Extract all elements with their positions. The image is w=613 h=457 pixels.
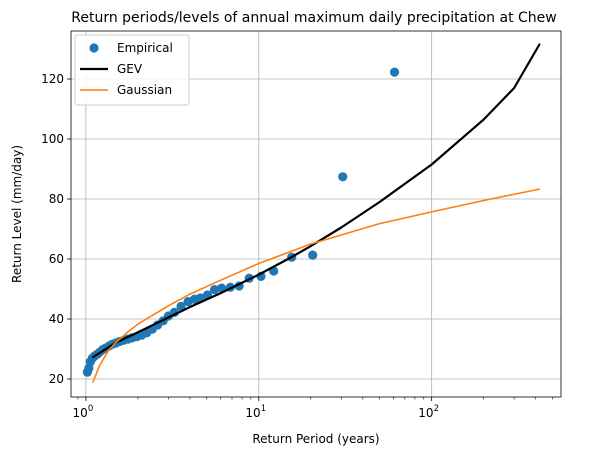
data-point bbox=[308, 250, 318, 260]
x-tick-label: 100 bbox=[73, 404, 94, 420]
x-tick-label-exp: 2 bbox=[434, 404, 439, 414]
x-axis-title: Return Period (years) bbox=[252, 432, 379, 446]
legend: Empirical GEV Gaussian bbox=[74, 34, 190, 106]
y-tick-label: 40 bbox=[49, 312, 64, 326]
data-point bbox=[209, 285, 220, 295]
plot-series bbox=[82, 43, 541, 383]
series-line-gaussian bbox=[92, 188, 541, 383]
y-axis-title: Return Level (mm/day) bbox=[10, 145, 24, 283]
y-tick-label: 120 bbox=[41, 72, 64, 86]
y-tick-label: 20 bbox=[49, 372, 64, 386]
legend-label-empirical: Empirical bbox=[117, 41, 173, 55]
legend-label-gaussian: Gaussian bbox=[117, 83, 172, 97]
x-tick-label: 102 bbox=[418, 404, 439, 420]
legend-label-gev: GEV bbox=[117, 62, 143, 76]
grid-lines bbox=[71, 31, 561, 397]
x-tick-label-exp: 1 bbox=[261, 404, 266, 414]
x-tick-label: 101 bbox=[245, 404, 266, 420]
y-axis: 20 40 60 80 100 120 bbox=[41, 72, 71, 386]
x-tick-label-base: 10 bbox=[418, 406, 433, 420]
x-axis: 100 101 102 bbox=[73, 397, 553, 420]
plot-area-frame bbox=[70, 30, 562, 398]
x-tick-label-base: 10 bbox=[73, 406, 88, 420]
x-tick-label-base: 10 bbox=[245, 406, 260, 420]
series-line-gev bbox=[91, 43, 541, 359]
legend-marker-empirical bbox=[89, 43, 99, 53]
y-tick-label: 100 bbox=[41, 132, 64, 146]
x-tick-label-exp: 0 bbox=[88, 404, 93, 414]
data-point bbox=[389, 67, 400, 77]
data-point bbox=[338, 172, 348, 182]
y-tick-label: 80 bbox=[49, 192, 64, 206]
data-point bbox=[176, 301, 186, 311]
legend-box bbox=[74, 34, 190, 106]
chart-title: Return periods/levels of annual maximum … bbox=[71, 10, 556, 26]
y-tick-label: 60 bbox=[49, 252, 64, 266]
